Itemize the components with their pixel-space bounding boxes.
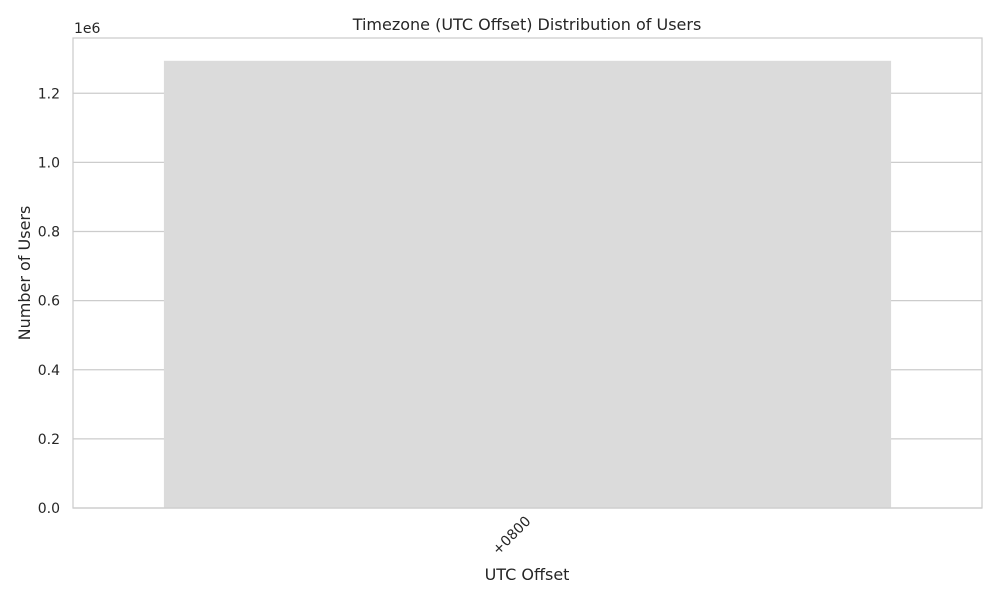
bar-0800 [163,60,892,508]
y-tick-label: 0.0 [38,501,60,517]
y-tick-label: 1.0 [38,155,60,171]
plot-frame [72,37,983,509]
x-axis-ticks: +0800 [490,514,535,559]
bars [163,60,892,508]
x-axis-title: UTC Offset [485,565,570,584]
y-tick-label: 0.8 [38,225,60,241]
y-axis-ticks: 0.0 0.2 0.4 0.6 0.8 1.0 1.2 [38,86,60,517]
x-tick-label: +0800 [490,514,535,559]
y-axis-title: Number of Users [15,206,34,341]
y-tick-label: 0.6 [38,294,60,310]
chart-title: Timezone (UTC Offset) Distribution of Us… [352,15,702,34]
y-tick-label: 0.2 [38,432,60,448]
y-axis-offset-label: 1e6 [74,21,101,37]
y-tick-label: 1.2 [38,86,60,102]
y-tick-label: 0.4 [38,363,60,379]
